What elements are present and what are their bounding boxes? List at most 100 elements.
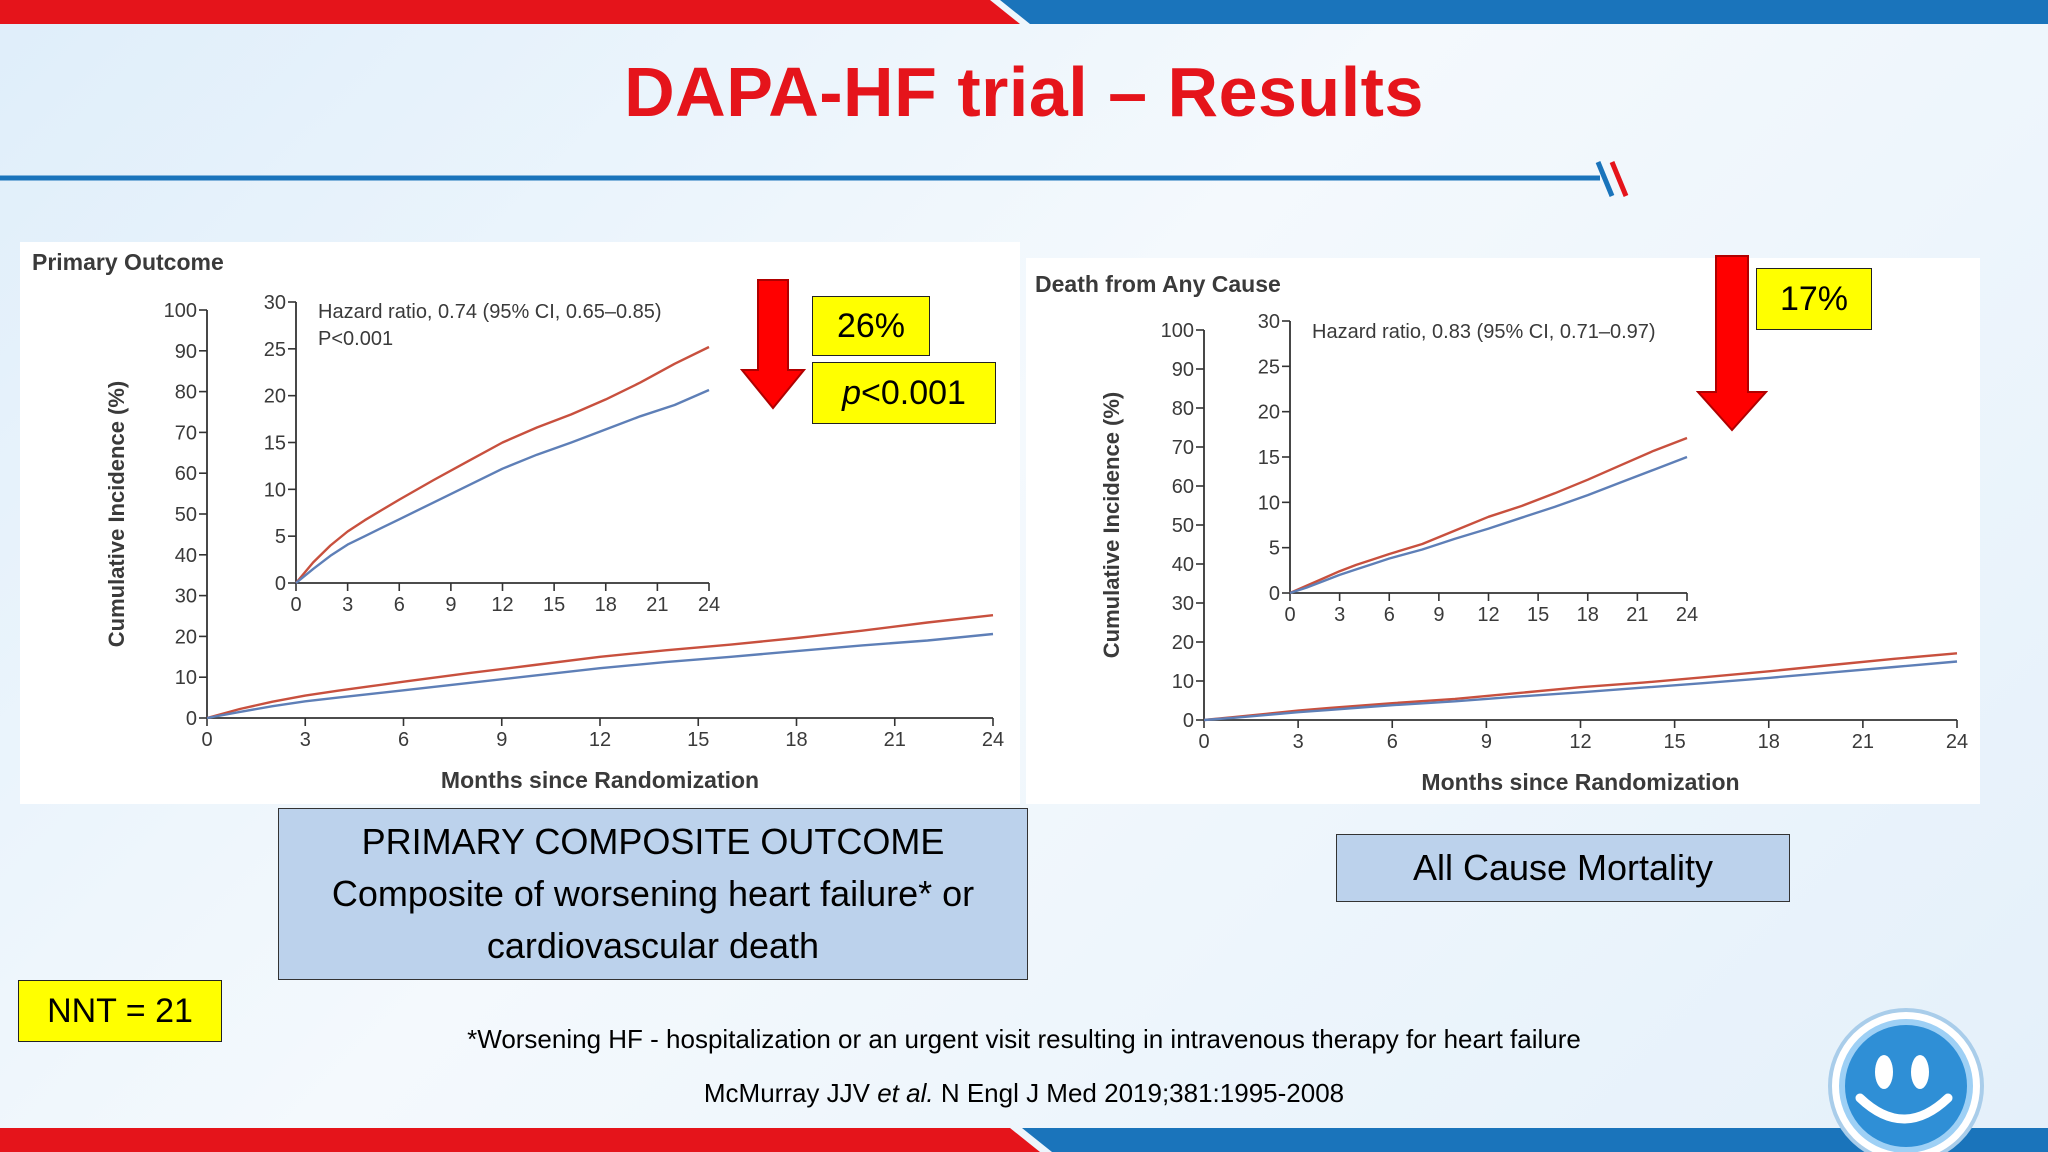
inset-x-tick-label: 6 — [1384, 604, 1395, 626]
underline-slash-red — [1609, 161, 1629, 197]
main-y-tick-label: 10 — [175, 667, 197, 689]
inset-y-tick-label: 25 — [1258, 356, 1280, 378]
chart-title: Primary Outcome — [32, 249, 224, 275]
inset-series-line-2 — [1289, 455, 1688, 595]
main-x-tick-label: 18 — [785, 729, 807, 751]
inset-x-tick-label: 24 — [1676, 604, 1698, 626]
main-x-tick-label: 21 — [1852, 731, 1874, 753]
chart-title: Death from Any Cause — [1035, 271, 1281, 297]
underline-slash-blue — [1595, 161, 1615, 197]
main-series-line-2 — [1203, 660, 1958, 722]
primary-box-line-2: Composite of worsening heart failure* or — [331, 873, 975, 914]
p-italic: p — [842, 373, 861, 412]
hazard-ratio-annotation: Hazard ratio, 0.83 (95% CI, 0.71–0.97) — [1312, 321, 1656, 343]
inset-x-tick-label: 0 — [1284, 604, 1295, 626]
main-y-tick-label: 50 — [175, 504, 197, 526]
p-value-annotation: P<0.001 — [318, 328, 393, 350]
primary-p-value-callout: p <0.001 — [812, 362, 996, 424]
inset-y-tick-label: 15 — [1258, 447, 1280, 469]
main-y-tick-label: 100 — [164, 300, 197, 322]
inset-y-tick-label: 20 — [1258, 402, 1280, 424]
main-series-line-2 — [206, 632, 994, 720]
inset-x-tick-label: 9 — [445, 594, 456, 616]
down-arrow-icon — [740, 279, 806, 410]
main-y-tick-label: 30 — [175, 586, 197, 608]
main-x-tick-label: 15 — [1664, 731, 1686, 753]
main-y-tick-label: 80 — [1172, 398, 1194, 420]
x-axis-label: Months since Randomization — [1421, 769, 1739, 795]
main-x-tick-label: 9 — [496, 729, 507, 751]
primary-box-line-1: PRIMARY COMPOSITE OUTCOME — [361, 821, 945, 862]
inset-x-tick-label: 3 — [342, 594, 353, 616]
citation: McMurray JJV et al. N Engl J Med 2019;38… — [0, 1078, 2048, 1109]
main-x-tick-label: 0 — [201, 729, 212, 751]
main-series-line-1 — [206, 614, 994, 720]
inset-y-tick-label: 10 — [1258, 492, 1280, 514]
inset-x-tick-label: 12 — [491, 594, 513, 616]
x-axis-label: Months since Randomization — [441, 767, 759, 793]
main-x-tick-label: 6 — [1387, 731, 1398, 753]
main-y-tick-label: 70 — [175, 422, 197, 444]
main-x-tick-label: 3 — [300, 729, 311, 751]
main-x-tick-label: 15 — [687, 729, 709, 751]
down-arrow-icon — [1696, 255, 1768, 432]
main-y-tick-label: 40 — [175, 545, 197, 567]
inset-x-tick-label: 21 — [1626, 604, 1648, 626]
inset-y-tick-label: 0 — [275, 573, 286, 595]
inset-x-tick-label: 21 — [646, 594, 668, 616]
main-y-tick-label: 90 — [1172, 359, 1194, 381]
inset-x-tick-label: 18 — [1577, 604, 1599, 626]
main-x-tick-label: 24 — [982, 729, 1004, 751]
mortality-description-box: All Cause Mortality — [1336, 834, 1790, 902]
inset-y-tick-label: 5 — [1269, 538, 1280, 560]
top-blue-bar — [1000, 0, 2048, 24]
main-x-tick-label: 18 — [1758, 731, 1780, 753]
main-y-tick-label: 30 — [1172, 593, 1194, 615]
main-y-tick-label: 40 — [1172, 554, 1194, 576]
y-axis-label: Cumulative Incidence (%) — [104, 381, 129, 648]
inset-x-tick-label: 12 — [1477, 604, 1499, 626]
inset-y-tick-label: 25 — [264, 339, 286, 361]
primary-reduction-value: 26% — [836, 306, 906, 345]
citation-authors: McMurray JJV — [703, 1078, 878, 1108]
nnt-callout: NNT = 21 — [18, 980, 222, 1042]
inset-series-line-2 — [295, 388, 710, 584]
main-y-tick-label: 20 — [175, 626, 197, 648]
bottom-blue-bar — [1022, 1128, 2048, 1152]
main-y-tick-label: 70 — [1172, 437, 1194, 459]
main-y-tick-label: 20 — [1172, 632, 1194, 654]
main-y-tick-label: 60 — [1172, 476, 1194, 498]
mortality-reduction-value: 17% — [1779, 279, 1849, 318]
main-y-tick-label: 90 — [175, 341, 197, 363]
primary-outcome-description-box: PRIMARY COMPOSITE OUTCOME Composite of w… — [278, 808, 1028, 980]
inset-x-tick-label: 0 — [290, 594, 301, 616]
inset-y-tick-label: 10 — [264, 479, 286, 501]
footnote: *Worsening HF - hospitalization or an ur… — [467, 1024, 1581, 1054]
citation-journal: N Engl J Med 2019;381:1995-2008 — [933, 1078, 1345, 1108]
main-x-tick-label: 9 — [1481, 731, 1492, 753]
smiley-logo-icon — [1828, 1008, 1984, 1152]
main-x-tick-label: 6 — [398, 729, 409, 751]
inset-series-line-1 — [1289, 436, 1688, 595]
main-y-tick-label: 100 — [1161, 320, 1194, 342]
y-axis-label: Cumulative Incidence (%) — [1099, 392, 1124, 659]
main-x-tick-label: 0 — [1198, 731, 1209, 753]
nnt-value: NNT = 21 — [47, 991, 193, 1030]
inset-x-tick-label: 3 — [1334, 604, 1345, 626]
main-y-tick-label: 0 — [186, 708, 197, 730]
inset-x-tick-label: 9 — [1433, 604, 1444, 626]
main-y-tick-label: 50 — [1172, 515, 1194, 537]
inset-series-line-1 — [295, 345, 710, 584]
inset-y-tick-label: 15 — [264, 433, 286, 455]
main-y-tick-label: 0 — [1183, 710, 1194, 732]
main-x-tick-label: 24 — [1946, 731, 1968, 753]
inset-y-tick-label: 5 — [275, 526, 286, 548]
main-series-line-1 — [1203, 652, 1958, 722]
main-x-tick-label: 12 — [589, 729, 611, 751]
inset-y-tick-label: 0 — [1269, 583, 1280, 605]
slide-title: DAPA-HF trial – Results — [624, 53, 1424, 131]
main-y-tick-label: 60 — [175, 463, 197, 485]
main-x-tick-label: 3 — [1293, 731, 1304, 753]
inset-x-tick-label: 15 — [1527, 604, 1549, 626]
